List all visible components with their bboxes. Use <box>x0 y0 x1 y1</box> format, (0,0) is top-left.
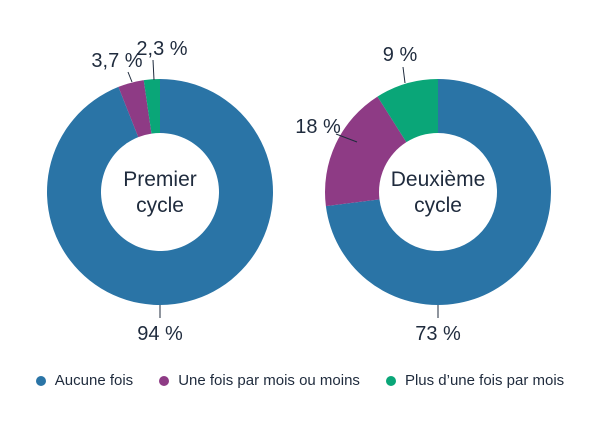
legend-item-aucune-fois: Aucune fois <box>35 372 134 389</box>
legend-label: Une fois par mois ou moins <box>178 372 360 389</box>
value-label: 94 % <box>137 323 183 345</box>
legend: Aucune fois Une fois par mois ou moins P… <box>0 372 600 389</box>
value-label: 2,3 % <box>136 38 187 60</box>
donut-center-label: Deuxième <box>391 168 486 191</box>
leader-line <box>335 133 358 143</box>
donut-slice <box>143 79 160 134</box>
donut-center-label: cycle <box>414 194 462 217</box>
donut-center-label: cycle <box>136 194 184 217</box>
value-label: 3,7 % <box>91 50 142 72</box>
leader-line <box>152 59 155 81</box>
legend-dot-icon <box>159 375 170 386</box>
donut-deuxieme-cycle: Deuxième cycle 73 % 18 % 9 % <box>295 44 551 345</box>
value-label: 9 % <box>383 44 418 66</box>
donut-charts: Premier cycle 94 % 3,7 %2,3 % Deuxième cycle… <box>46 38 551 345</box>
legend-label: Plus d’une fois par mois <box>404 372 565 389</box>
donut-slice <box>325 79 551 305</box>
donut-premier-cycle: Premier cycle 94 % 3,7 %2,3 % <box>46 38 273 345</box>
value-label: 18 % <box>295 116 341 138</box>
donut-slice <box>377 79 438 143</box>
leader-line <box>402 66 406 84</box>
donut-slice <box>325 96 407 207</box>
legend-dot-icon <box>35 375 46 386</box>
legend-label: Aucune fois <box>54 372 134 389</box>
legend-item-une-fois: Une fois par mois ou moins <box>159 372 360 389</box>
donut-center-label: Premier <box>123 168 197 191</box>
leader-line <box>127 71 133 83</box>
legend-item-plus-une-fois: Plus d’une fois par mois <box>385 372 565 389</box>
value-label: 73 % <box>415 323 461 345</box>
donut-slice <box>46 79 273 305</box>
donut-slice <box>118 80 152 138</box>
legend-dot-icon <box>385 375 396 386</box>
